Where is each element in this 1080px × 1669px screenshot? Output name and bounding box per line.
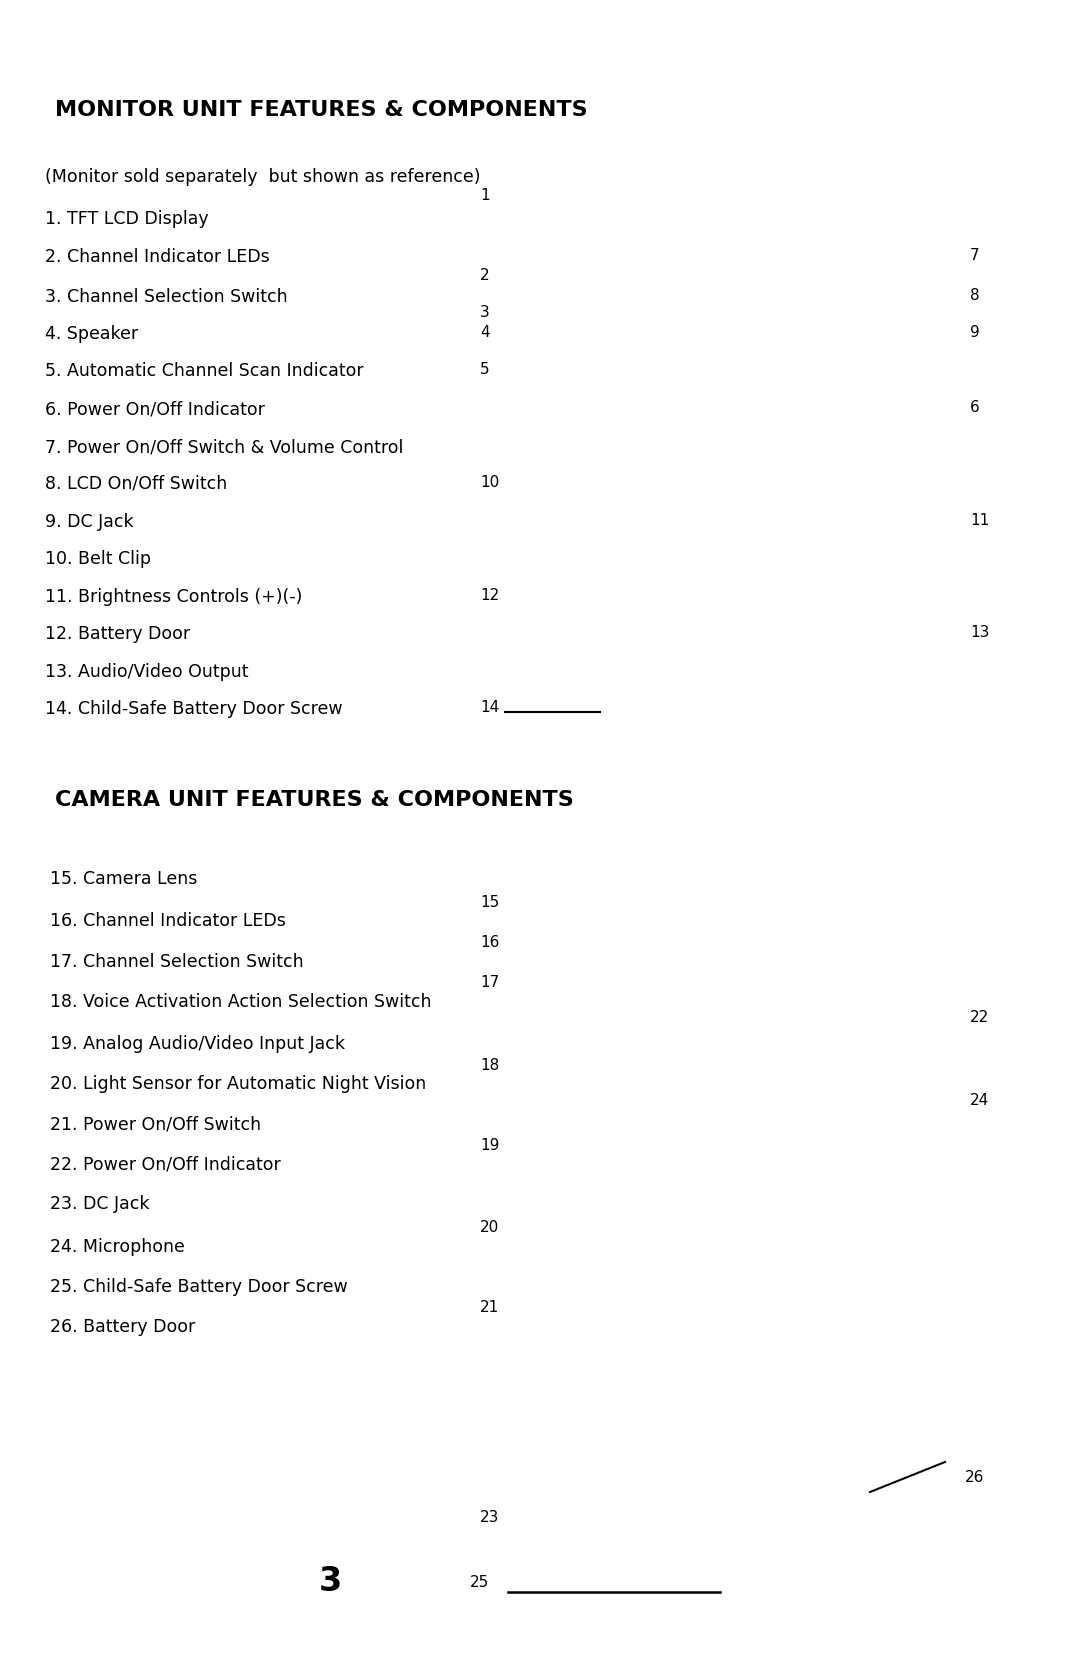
Text: 8: 8 [970,289,980,304]
Text: 17: 17 [480,975,499,990]
Text: 9: 9 [970,325,980,340]
Text: 11. Brightness Controls (+)(-): 11. Brightness Controls (+)(-) [45,587,302,606]
Text: 4. Speaker: 4. Speaker [45,325,138,344]
Text: 15: 15 [480,895,499,910]
Text: 7: 7 [970,249,980,264]
Text: CAMERA UNIT FEATURES & COMPONENTS: CAMERA UNIT FEATURES & COMPONENTS [55,789,573,809]
Text: 3: 3 [480,305,489,320]
Text: 13. Audio/Video Output: 13. Audio/Video Output [45,663,248,681]
Text: 25. Child-Safe Battery Door Screw: 25. Child-Safe Battery Door Screw [50,1278,348,1297]
Text: 11: 11 [970,512,989,527]
Text: 6. Power On/Off Indicator: 6. Power On/Off Indicator [45,401,265,417]
Text: 24. Microphone: 24. Microphone [50,1238,185,1257]
Text: 22. Power On/Off Indicator: 22. Power On/Off Indicator [50,1155,281,1173]
Text: 9. DC Jack: 9. DC Jack [45,512,134,531]
Text: 14: 14 [480,699,499,714]
Text: 5: 5 [480,362,489,377]
Text: 7. Power On/Off Switch & Volume Control: 7. Power On/Off Switch & Volume Control [45,437,403,456]
Text: 24: 24 [970,1093,989,1108]
Text: 4: 4 [480,325,489,340]
Text: 13: 13 [970,624,989,639]
Text: 22: 22 [970,1010,989,1025]
Text: 14. Child-Safe Battery Door Screw: 14. Child-Safe Battery Door Screw [45,699,342,718]
Text: 25: 25 [470,1576,489,1591]
Text: 10: 10 [480,476,499,491]
Text: 16: 16 [480,935,499,950]
Text: 8. LCD On/Off Switch: 8. LCD On/Off Switch [45,476,227,492]
Text: 21: 21 [480,1300,499,1315]
Text: 26. Battery Door: 26. Battery Door [50,1319,195,1335]
Text: 19. Analog Audio/Video Input Jack: 19. Analog Audio/Video Input Jack [50,1035,345,1053]
Text: 26: 26 [966,1470,984,1485]
Text: 2: 2 [480,269,489,284]
Text: 20. Light Sensor for Automatic Night Vision: 20. Light Sensor for Automatic Night Vis… [50,1075,427,1093]
Text: 3. Channel Selection Switch: 3. Channel Selection Switch [45,289,287,305]
Text: 15. Camera Lens: 15. Camera Lens [50,870,198,888]
Text: 12. Battery Door: 12. Battery Door [45,624,190,643]
Text: 10. Belt Clip: 10. Belt Clip [45,551,151,567]
Text: 19: 19 [480,1138,499,1153]
Text: 16. Channel Indicator LEDs: 16. Channel Indicator LEDs [50,911,286,930]
Text: 2. Channel Indicator LEDs: 2. Channel Indicator LEDs [45,249,270,265]
Text: 23. DC Jack: 23. DC Jack [50,1195,149,1213]
Text: (Monitor sold separately  but shown as reference): (Monitor sold separately but shown as re… [45,169,481,185]
Text: 12: 12 [480,587,499,603]
Text: 23: 23 [480,1510,499,1525]
Text: 18. Voice Activation Action Selection Switch: 18. Voice Activation Action Selection Sw… [50,993,432,1011]
Text: 3: 3 [319,1566,341,1597]
Text: 17. Channel Selection Switch: 17. Channel Selection Switch [50,953,303,971]
Text: 18: 18 [480,1058,499,1073]
Text: 5. Automatic Channel Scan Indicator: 5. Automatic Channel Scan Indicator [45,362,364,381]
Text: 20: 20 [480,1220,499,1235]
Text: MONITOR UNIT FEATURES & COMPONENTS: MONITOR UNIT FEATURES & COMPONENTS [55,100,588,120]
Text: 1. TFT LCD Display: 1. TFT LCD Display [45,210,208,229]
Text: 6: 6 [970,401,980,416]
Text: 21. Power On/Off Switch: 21. Power On/Off Switch [50,1115,261,1133]
Text: 1: 1 [480,189,489,204]
